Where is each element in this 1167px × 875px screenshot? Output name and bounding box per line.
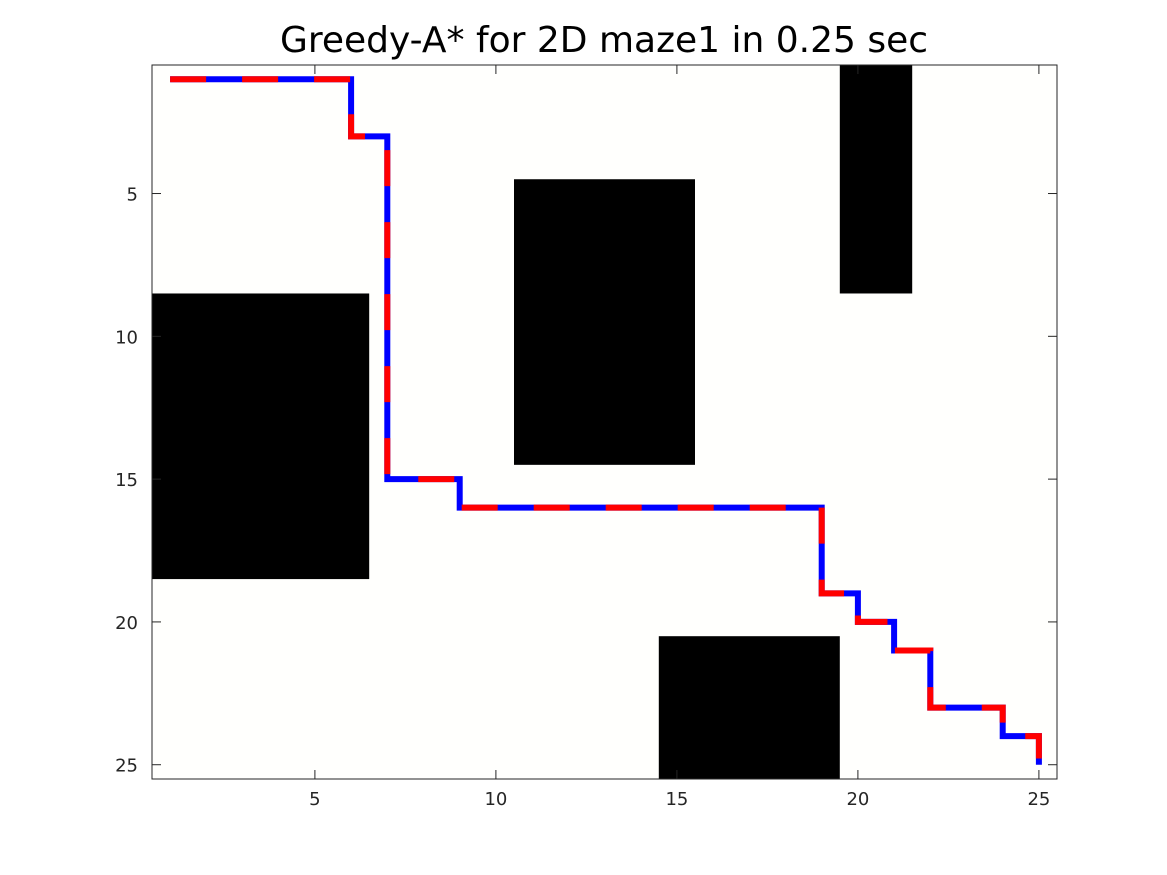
obstacle-4 (658, 636, 840, 779)
y-tick-label: 25 (115, 756, 138, 777)
x-tick-label: 20 (846, 789, 869, 810)
obstacle-1 (152, 293, 370, 580)
y-tick-label: 5 (127, 185, 138, 206)
obstacle-3 (839, 65, 913, 294)
path (170, 76, 1042, 765)
y-tick-label: 15 (115, 470, 138, 491)
y-tick-label: 20 (115, 613, 138, 634)
x-tick-label: 15 (665, 789, 688, 810)
x-tick-label: 5 (309, 789, 320, 810)
plot-area: 5 10 15 20 25 5 10 15 20 25 (115, 64, 1058, 810)
x-tick-label: 10 (484, 789, 507, 810)
y-tick-label: 10 (115, 327, 138, 348)
ticks: 5 10 15 20 25 5 10 15 20 25 (115, 65, 1057, 810)
obstacle-2 (514, 179, 695, 465)
x-tick-label: 25 (1027, 789, 1050, 810)
chart-title: Greedy-A* for 2D maze1 in 0.25 sec (280, 20, 928, 61)
obstacles (152, 65, 913, 779)
axes-box (151, 64, 1058, 780)
path-line-dashes (170, 76, 1042, 765)
